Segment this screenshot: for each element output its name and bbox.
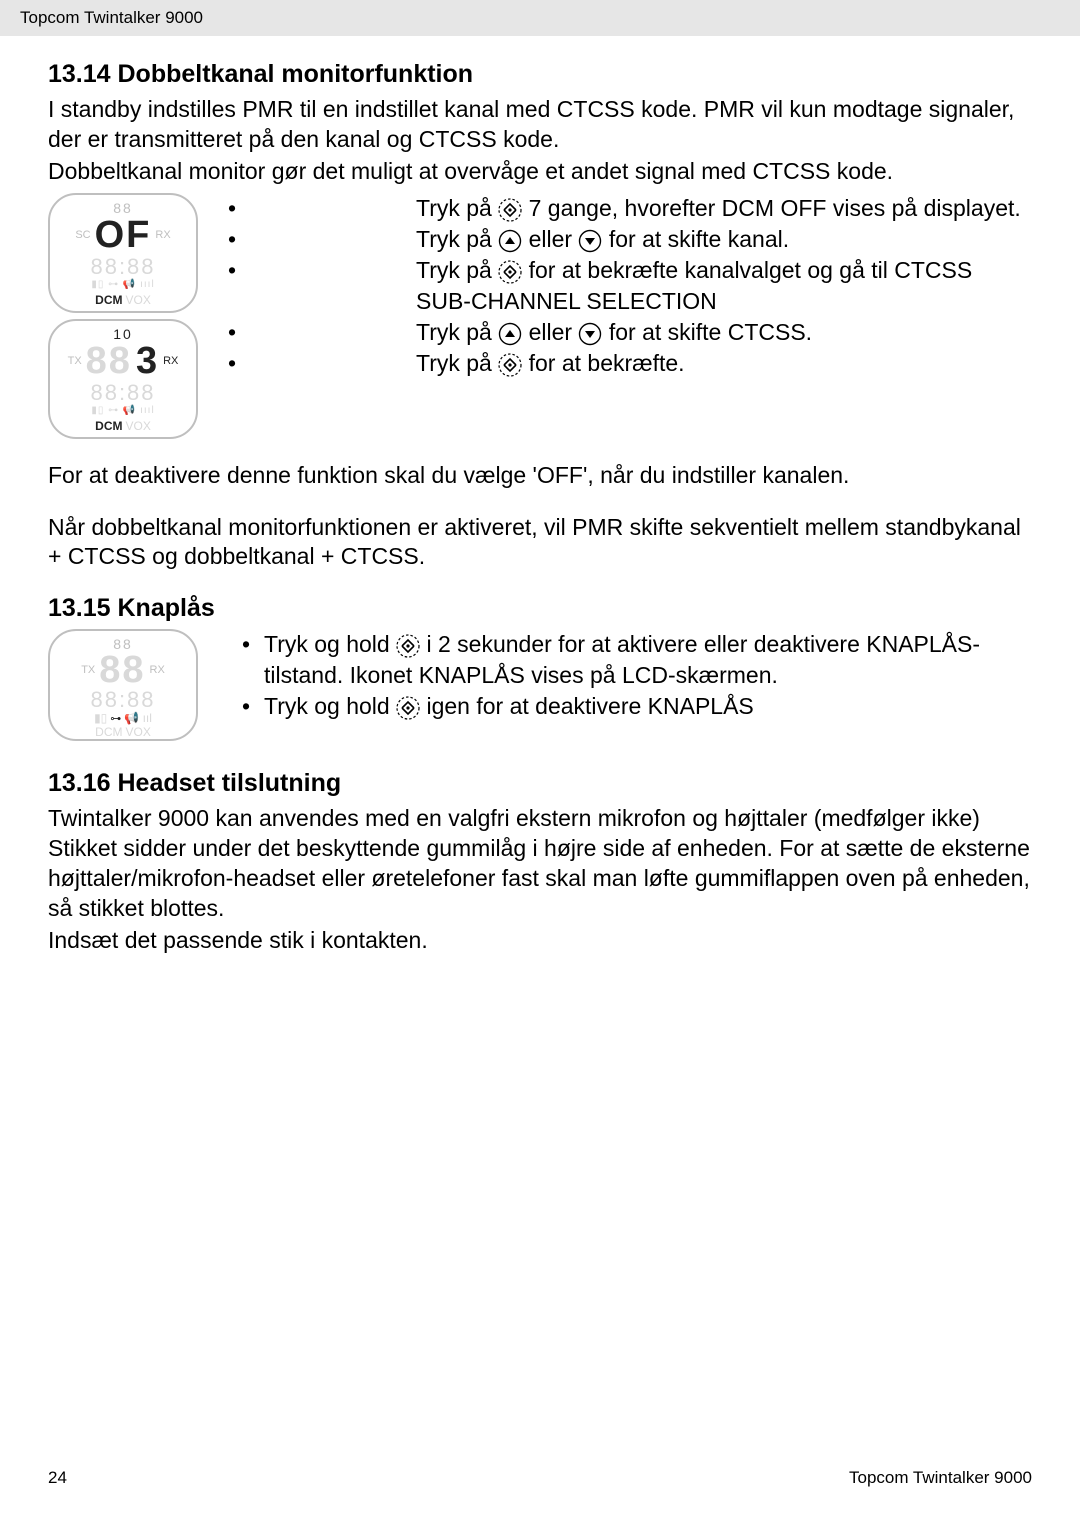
down-icon (578, 229, 602, 253)
s2-bullets: • Tryk og hold i 2 sekunder for at aktiv… (228, 629, 1032, 722)
lcd-vox3: VOX (125, 725, 150, 739)
bullet-dot: • (228, 348, 256, 379)
s1-p1: I standby indstilles PMR til en indstill… (48, 95, 1032, 155)
s1-block: 88 SC OF RX 88:88 ▮▯ ⊶ 📢 ıııl DCM VOX 10… (48, 193, 1032, 439)
s1-bullets: • Tryk på 7 gange, hvorefter DCM OFF vis… (228, 193, 1032, 379)
menu-icon (396, 696, 420, 720)
lcd-time3: 88:88 (60, 689, 186, 711)
footer-product: Topcom Twintalker 9000 (849, 1468, 1032, 1488)
lcd-keylock: 88 TX 88 RX 88:88 ▮▯ ⊶ 📢 ııl DCM VOX (48, 629, 198, 741)
s1-p3: For at deaktivere denne funktion skal du… (48, 461, 1032, 491)
footer: 24 Topcom Twintalker 9000 (48, 1468, 1032, 1488)
s1-b3: Tryk på for at bekræfte kanalvalget og g… (416, 255, 1032, 317)
lcd-dcm: DCM (95, 293, 122, 307)
s2-b1: Tryk og hold i 2 sekunder for at aktiver… (264, 629, 1032, 691)
s2-b2: Tryk og hold igen for at deaktivere KNAP… (264, 691, 754, 722)
menu-icon (396, 634, 420, 658)
s1-p2: Dobbeltkanal monitor gør det muligt at o… (48, 157, 1032, 187)
lcd-88b: 88 (99, 651, 145, 689)
menu-icon (498, 198, 522, 222)
lcd-stack-1: 88 SC OF RX 88:88 ▮▯ ⊶ 📢 ıııl DCM VOX 10… (48, 193, 198, 439)
lcd-88a: 88 (86, 342, 132, 380)
lcd-time2: 88:88 (60, 382, 186, 404)
lcd-3: 3 (136, 342, 159, 380)
bullet-dot: • (228, 255, 256, 317)
lcd-stack-2: 88 TX 88 RX 88:88 ▮▯ ⊶ 📢 ııl DCM VOX (48, 629, 198, 741)
header-bar: Topcom Twintalker 9000 (0, 0, 1080, 36)
lcd-dcm2: DCM (95, 419, 122, 433)
lcd-vox: VOX (125, 293, 150, 307)
s3-p1: Twintalker 9000 kan anvendes med en valg… (48, 804, 1032, 924)
s2-block: 88 TX 88 RX 88:88 ▮▯ ⊶ 📢 ııl DCM VOX (48, 629, 1032, 741)
lcd-time: 88:88 (60, 256, 186, 278)
bullet-dot: • (228, 691, 264, 722)
lcd-channel-3: 10 TX 88 3 RX 88:88 ▮▯ ⊶ 📢 ıııl DCM VOX (48, 319, 198, 439)
heading-13-15: 13.15 Knaplås (48, 594, 1032, 623)
lcd-rx3: RX (150, 665, 165, 676)
up-icon (498, 229, 522, 253)
lcd-key: ⊶ (110, 712, 121, 725)
s3-p2: Indsæt det passende stik i kontakten. (48, 926, 1032, 956)
lcd-vox2: VOX (125, 419, 150, 433)
header-product: Topcom Twintalker 9000 (20, 8, 203, 27)
s1-b4: Tryk på eller for at skifte CTCSS. (416, 317, 1032, 348)
s1-b5: Tryk på for at bekræfte. (416, 348, 1032, 379)
heading-13-14: 13.14 Dobbeltkanal monitorfunktion (48, 60, 1032, 89)
lcd-ten: 10 (60, 327, 186, 341)
menu-icon (498, 260, 522, 284)
s1-p4: Når dobbeltkanal monitorfunktionen er ak… (48, 513, 1032, 573)
up-icon (498, 322, 522, 346)
lcd-tx2: TX (68, 356, 82, 367)
lcd-dcm3: DCM (95, 725, 122, 739)
page-number: 24 (48, 1468, 67, 1488)
s1-b1: Tryk på 7 gange, hvorefter DCM OFF vises… (416, 193, 1032, 224)
bullet-dot: • (228, 193, 256, 224)
bullet-dot: • (228, 629, 264, 691)
page-content: 13.14 Dobbeltkanal monitorfunktion I sta… (0, 36, 1080, 956)
lcd-of: OF (95, 216, 152, 254)
heading-13-16: 13.16 Headset tilslutning (48, 769, 1032, 798)
lcd-rx2: RX (163, 356, 178, 367)
lcd-dcm-off: 88 SC OF RX 88:88 ▮▯ ⊶ 📢 ıııl DCM VOX (48, 193, 198, 313)
lcd-sc: SC (75, 230, 90, 241)
down-icon (578, 322, 602, 346)
lcd-icons: ▮▯ ⊶ 📢 ıııl (60, 279, 186, 291)
lcd-tx3: TX (81, 665, 95, 676)
bullet-dot: • (228, 317, 256, 348)
lcd-icons2: ▮▯ ⊶ 📢 ıııl (60, 405, 186, 417)
lcd-top: 88 (60, 201, 186, 215)
bullet-dot: • (228, 224, 256, 255)
lcd-rx: RX (155, 230, 170, 241)
s1-b2: Tryk på eller for at skifte kanal. (416, 224, 1032, 255)
menu-icon (498, 353, 522, 377)
